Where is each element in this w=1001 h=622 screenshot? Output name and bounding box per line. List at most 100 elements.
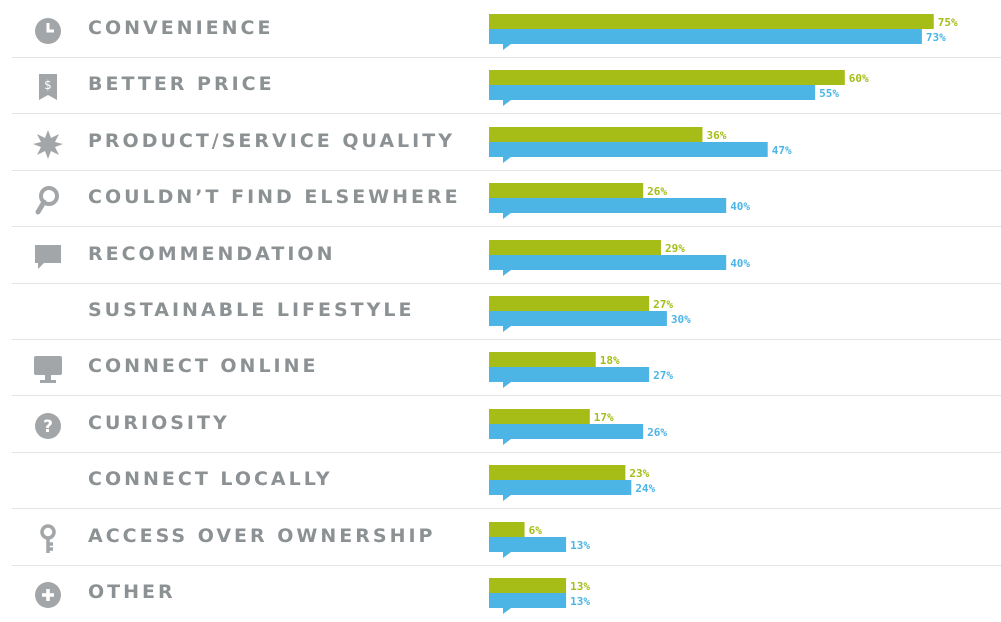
bar-tail: [503, 382, 511, 388]
bar-blue: [489, 593, 567, 608]
bar-group: 29% 40%: [489, 240, 750, 276]
bar-group: 13%13%: [489, 578, 590, 614]
chart-row: $ BETTER PRICE 60% 55%: [12, 58, 1001, 114]
bar-green: [489, 127, 703, 142]
chart-row: ACCESS OVER OWNERSHIP 6% 13%: [12, 510, 1001, 566]
data-label-green: 36%: [706, 129, 726, 142]
bar-green: [489, 522, 525, 537]
chart-row: CONNECT LOCALLY 23% 24%: [12, 453, 1001, 509]
clock-icon: [32, 16, 64, 46]
data-label-green: 17%: [594, 411, 614, 424]
bar-tail: [503, 326, 511, 332]
monitor-icon: [32, 354, 64, 384]
data-label-blue: 13%: [570, 539, 590, 552]
chart-row: OTHER 13% 13%: [12, 566, 1001, 622]
magnifier-icon: [32, 185, 64, 215]
bar-group: 75%73%: [489, 14, 958, 50]
data-label-green: 6%: [529, 524, 543, 537]
bar-green: [489, 240, 661, 255]
speech-bubble-icon: [32, 242, 64, 272]
data-label-blue: 40%: [730, 200, 750, 213]
data-label-blue: 24%: [635, 482, 655, 495]
bar-green: [489, 578, 567, 593]
category-label: RECOMMENDATION: [88, 243, 336, 265]
bar-blue: [489, 142, 768, 157]
starburst-icon: [32, 129, 64, 159]
category-label: PRODUCT/SERVICE QUALITY: [88, 130, 455, 152]
leaf-icon: [32, 298, 64, 328]
bar-group: 27%30%: [489, 296, 691, 332]
bar-tail: [503, 44, 511, 50]
category-label: CONNECT ONLINE: [88, 355, 319, 377]
category-label: CURIOSITY: [88, 412, 230, 434]
bar-green: [489, 183, 644, 198]
key-icon: [32, 524, 64, 554]
category-label: CONVENIENCE: [88, 17, 274, 39]
bar-green: [489, 70, 845, 85]
chart-row: SUSTAINABLE LIFESTYLE 27% 30%: [12, 284, 1001, 340]
data-label-green: 26%: [647, 185, 667, 198]
bar-blue: [489, 255, 727, 270]
bar-blue: [489, 198, 727, 213]
data-label-blue: 40%: [730, 257, 750, 270]
category-label: BETTER PRICE: [88, 73, 275, 95]
bar-green: [489, 465, 626, 480]
chart-row: ? CURIOSITY 17% 26%: [12, 397, 1001, 453]
data-label-blue: 26%: [647, 426, 667, 439]
data-label-blue: 73%: [926, 31, 946, 44]
bar-tail: [503, 608, 511, 614]
bar-blue: [489, 29, 922, 44]
bar-group: 60% 55%: [489, 70, 869, 106]
bar-group: 6% 13%: [489, 522, 590, 558]
category-label: CONNECT LOCALLY: [88, 468, 333, 490]
price-tag-icon: $: [32, 72, 64, 102]
bar-group: 23%24%: [489, 465, 656, 501]
category-label: COULDN’T FIND ELSEWHERE: [88, 186, 461, 208]
data-label-green: 13%: [570, 580, 590, 593]
svg-text:$: $: [44, 78, 52, 92]
data-label-green: 27%: [653, 298, 673, 311]
bar-blue: [489, 85, 816, 100]
chart-row: CONNECT ONLINE 18% 27%: [12, 340, 1001, 396]
data-label-green: 29%: [665, 242, 685, 255]
bar-tail: [503, 552, 511, 558]
chart-row: CONVENIENCE 75% 73%: [12, 2, 1001, 58]
bar-green: [489, 14, 934, 29]
bar-tail: [503, 439, 511, 445]
chart-row: PRODUCT/SERVICE QUALITY 36% 47%: [12, 115, 1001, 171]
question-icon: ?: [32, 411, 64, 441]
bar-tail: [503, 157, 511, 163]
data-label-blue: 27%: [653, 369, 673, 382]
data-label-blue: 55%: [819, 87, 839, 100]
bar-blue: [489, 367, 650, 382]
plus-icon: [32, 580, 64, 610]
chart-row: RECOMMENDATION 29% 40%: [12, 228, 1001, 284]
data-label-green: 23%: [629, 467, 649, 480]
bar-group: 26% 40%: [489, 183, 750, 219]
bar-tail: [503, 270, 511, 276]
bar-tail: [503, 213, 511, 219]
bar-group: 36% 47%: [489, 127, 792, 163]
bar-blue: [489, 424, 644, 439]
data-label-blue: 47%: [772, 144, 792, 157]
bar-green: [489, 409, 590, 424]
bar-green: [489, 352, 596, 367]
data-label-blue: 30%: [671, 313, 691, 326]
bar-tail: [503, 495, 511, 501]
chart-row: COULDN’T FIND ELSEWHERE 26% 40%: [12, 171, 1001, 227]
bar-group: 17% 26%: [489, 409, 667, 445]
category-label: SUSTAINABLE LIFESTYLE: [88, 299, 415, 321]
data-label-green: 60%: [849, 72, 869, 85]
data-label-blue: 13%: [570, 595, 590, 608]
svg-text:?: ?: [43, 417, 53, 437]
bar-tail: [503, 100, 511, 106]
category-label: OTHER: [88, 581, 176, 603]
bar-blue: [489, 311, 667, 326]
bar-blue: [489, 537, 567, 552]
bar-green: [489, 296, 650, 311]
data-label-green: 75%: [938, 16, 958, 29]
bar-group: 18% 27%: [489, 352, 673, 388]
location-pin-icon: [32, 467, 64, 497]
category-label: ACCESS OVER OWNERSHIP: [88, 525, 436, 547]
